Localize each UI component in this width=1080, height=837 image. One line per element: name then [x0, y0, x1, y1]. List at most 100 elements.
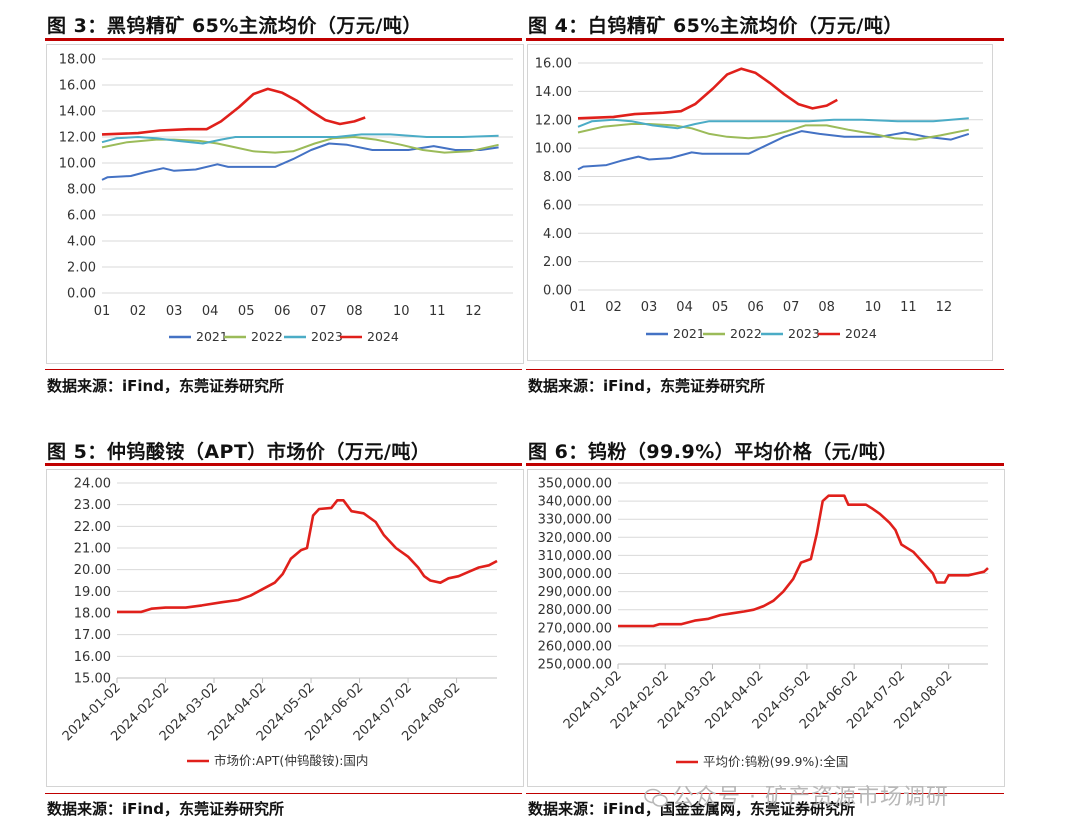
- legend-label: 2021: [673, 326, 705, 341]
- y-tick-label: 14.00: [59, 105, 96, 120]
- series-line-2023: [101, 133, 499, 145]
- y-tick-label: 15.00: [74, 672, 111, 687]
- x-tick-label: 04: [202, 304, 219, 319]
- series-line-APTmain: [117, 499, 498, 614]
- legend-label: 2021: [196, 329, 228, 344]
- legend-label: 2024: [367, 329, 399, 344]
- y-tick-label: 17.00: [74, 628, 111, 643]
- y-tick-label: 0.00: [543, 284, 572, 299]
- y-tick-label: 4.00: [67, 235, 96, 250]
- y-tick-label: 350,000.00: [538, 477, 612, 492]
- y-tick-label: 340,000.00: [538, 495, 612, 510]
- x-tick-label: 01: [94, 304, 111, 319]
- series-line-2023: [577, 117, 969, 130]
- y-tick-label: 8.00: [67, 183, 96, 198]
- watermark-text: 公众号 · 矿产资源市场调研: [672, 785, 949, 810]
- y-tick-label: 19.00: [74, 585, 111, 600]
- figure-5-title: 图 5：仲钨酸铵（APT）市场价（万元/吨）: [47, 441, 431, 463]
- y-tick-label: 16.00: [535, 57, 572, 72]
- x-tick-label: 07: [310, 304, 327, 319]
- y-tick-label: 320,000.00: [538, 531, 612, 546]
- x-tick-label: 04: [676, 300, 693, 315]
- y-tick-label: 21.00: [74, 542, 111, 557]
- legend-label: 2022: [251, 329, 283, 344]
- x-tick-label: 10: [393, 304, 410, 319]
- y-tick-label: 260,000.00: [538, 639, 612, 654]
- y-tick-label: 0.00: [67, 287, 96, 302]
- figure-4-source: 数据来源：iFind，东莞证券研究所: [528, 377, 765, 395]
- x-tick-label: 12: [936, 300, 953, 315]
- series-line-2021: [577, 130, 970, 171]
- y-tick-label: 24.00: [74, 477, 111, 492]
- figure-5-title-rule: [45, 463, 522, 466]
- series-line-999main: [618, 494, 989, 628]
- series-line-2022: [577, 123, 969, 141]
- legend-label: 市场价:APT(仲钨酸铵):国内: [214, 753, 368, 768]
- y-tick-label: 22.00: [74, 520, 111, 535]
- x-tick-label: 05: [238, 304, 255, 319]
- y-tick-label: 14.00: [535, 85, 572, 100]
- legend-label: 2022: [730, 326, 762, 341]
- figure-3-panel: 0.00 2.00 4.00 6.00 8.00 10.00 12.00 14.00 16.00…: [46, 44, 524, 364]
- series-line-2024: [577, 67, 838, 120]
- y-tick-label: 23.00: [74, 498, 111, 513]
- x-tick-label: 02: [605, 300, 622, 315]
- x-tick-label: 11: [429, 304, 446, 319]
- figure-5-chart: 15.00 16.00 17.00 18.00 19.00 20.00 21.00 22.00…: [60, 477, 498, 768]
- y-tick-label: 18.00: [59, 53, 96, 68]
- y-tick-label: 270,000.00: [538, 621, 612, 636]
- y-tick-label: 12.00: [535, 113, 572, 128]
- y-tick-label: 290,000.00: [538, 585, 612, 600]
- x-tick-label: 03: [641, 300, 658, 315]
- figure-3-title: 图 3：黑钨精矿 65%主流均价（万元/吨）: [47, 15, 422, 37]
- y-tick-label: 280,000.00: [538, 603, 612, 618]
- x-tick-label: 03: [166, 304, 183, 319]
- y-tick-label: 2.00: [543, 255, 572, 270]
- series-line-2024: [101, 87, 366, 136]
- y-tick-label: 8.00: [543, 170, 572, 185]
- x-tick-label: 08: [818, 300, 835, 315]
- figure-6-title: 图 6：钨粉（99.9%）平均价格（元/吨）: [528, 441, 898, 463]
- y-tick-label: 12.00: [59, 131, 96, 146]
- y-tick-label: 6.00: [67, 209, 96, 224]
- figure-5-panel: 15.00 16.00 17.00 18.00 19.00 20.00 21.00 22.00…: [46, 469, 524, 787]
- y-tick-label: 20.00: [74, 563, 111, 578]
- figure-4-bottom-rule: [526, 369, 1004, 370]
- y-tick-label: 6.00: [543, 198, 572, 213]
- figure-4-chart: 0.00 2.00 4.00 6.00 8.00 10.00 12.00 14.00 16.00…: [535, 57, 983, 341]
- y-tick-label: 2.00: [67, 261, 96, 276]
- figure-5-bottom-rule: [45, 793, 522, 794]
- figure-4-panel: 0.00 2.00 4.00 6.00 8.00 10.00 12.00 14.00 16.00…: [527, 44, 993, 361]
- figure-4-title-rule: [526, 38, 1004, 41]
- x-tick-label: 06: [274, 304, 291, 319]
- x-tick-label: 06: [747, 300, 764, 315]
- legend-label: 2023: [311, 329, 343, 344]
- figure-6-chart: 250,000.00 260,000.00 270,000.00 280,000.00…: [538, 477, 989, 769]
- legend-label: 2023: [788, 326, 820, 341]
- y-tick-label: 18.00: [74, 607, 111, 622]
- figure-3-title-rule: [45, 38, 522, 41]
- series-line-2021: [101, 142, 499, 181]
- figure-6-bottom-rule: [526, 793, 1004, 794]
- x-tick-label: 07: [783, 300, 800, 315]
- figure-6-source: 数据来源：iFind，国金金属网，东莞证券研究所: [528, 800, 855, 818]
- x-tick-label: 11: [900, 300, 917, 315]
- y-tick-label: 250,000.00: [538, 658, 612, 673]
- y-tick-label: 10.00: [59, 157, 96, 172]
- x-tick-label: 02: [130, 304, 147, 319]
- wechat-icon: [644, 788, 668, 808]
- figure-3-bottom-rule: [45, 369, 522, 370]
- y-tick-label: 4.00: [543, 227, 572, 242]
- watermark: 公众号 · 矿产资源市场调研: [644, 779, 949, 811]
- y-tick-label: 16.00: [59, 79, 96, 94]
- figure-5-source: 数据来源：iFind，东莞证券研究所: [47, 800, 284, 818]
- figure-6-title-rule: [526, 463, 1004, 466]
- figure-3-source: 数据来源：iFind，东莞证券研究所: [47, 377, 284, 395]
- y-tick-label: 16.00: [74, 650, 111, 665]
- y-tick-label: 10.00: [535, 142, 572, 157]
- legend-label: 2024: [845, 326, 877, 341]
- x-tick-label: 01: [570, 300, 587, 315]
- x-tick-label: 08: [346, 304, 363, 319]
- legend-label: 平均价:钨粉(99.9%):全国: [703, 754, 848, 769]
- x-tick-label: 12: [465, 304, 482, 319]
